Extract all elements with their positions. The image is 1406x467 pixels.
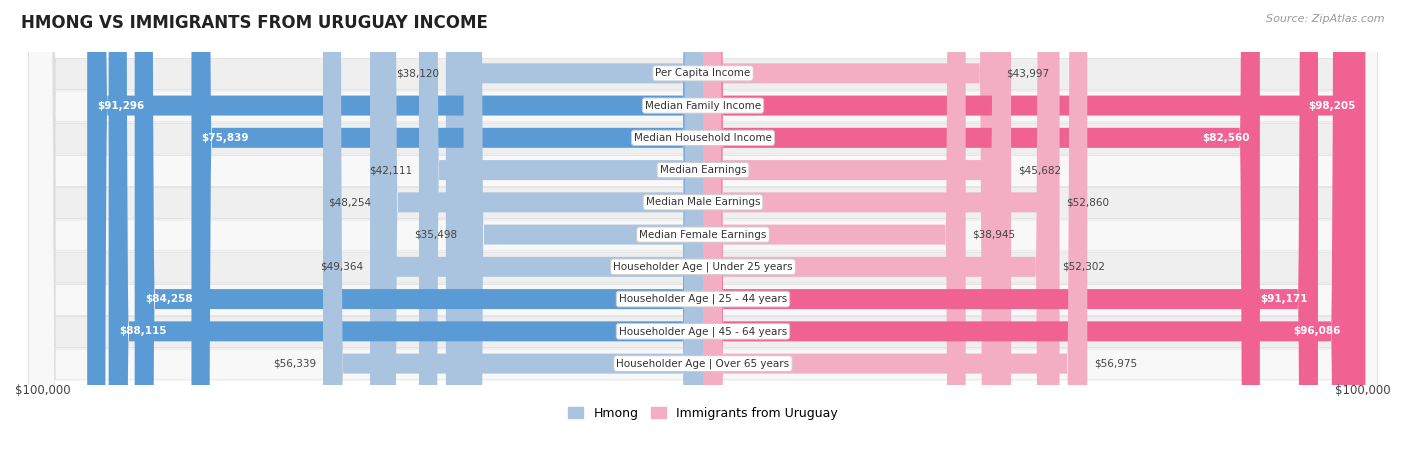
Text: $42,111: $42,111	[370, 165, 412, 175]
Text: $49,364: $49,364	[321, 262, 363, 272]
Text: Median Male Earnings: Median Male Earnings	[645, 198, 761, 207]
Text: Median Female Earnings: Median Female Earnings	[640, 230, 766, 240]
FancyBboxPatch shape	[464, 0, 703, 467]
FancyBboxPatch shape	[108, 0, 703, 467]
FancyBboxPatch shape	[703, 0, 1000, 467]
FancyBboxPatch shape	[323, 0, 703, 467]
FancyBboxPatch shape	[703, 0, 1365, 467]
FancyBboxPatch shape	[28, 0, 1378, 467]
FancyBboxPatch shape	[703, 0, 966, 467]
Text: Median Household Income: Median Household Income	[634, 133, 772, 143]
FancyBboxPatch shape	[28, 0, 1378, 467]
Text: $45,682: $45,682	[1018, 165, 1062, 175]
Text: Householder Age | 25 - 44 years: Householder Age | 25 - 44 years	[619, 294, 787, 304]
FancyBboxPatch shape	[703, 0, 1060, 467]
Text: $38,945: $38,945	[973, 230, 1015, 240]
FancyBboxPatch shape	[28, 0, 1378, 467]
FancyBboxPatch shape	[703, 0, 1317, 467]
Text: $88,115: $88,115	[118, 326, 166, 336]
Text: Source: ZipAtlas.com: Source: ZipAtlas.com	[1267, 14, 1385, 24]
FancyBboxPatch shape	[191, 0, 703, 467]
Text: $100,000: $100,000	[15, 383, 70, 396]
Text: $84,258: $84,258	[145, 294, 193, 304]
FancyBboxPatch shape	[703, 0, 1260, 467]
FancyBboxPatch shape	[703, 0, 1011, 467]
Text: $75,839: $75,839	[201, 133, 249, 143]
FancyBboxPatch shape	[28, 0, 1378, 467]
Legend: Hmong, Immigrants from Uruguay: Hmong, Immigrants from Uruguay	[564, 402, 842, 425]
Text: $56,975: $56,975	[1094, 359, 1137, 368]
Text: $56,339: $56,339	[273, 359, 316, 368]
Text: Median Earnings: Median Earnings	[659, 165, 747, 175]
Text: $52,860: $52,860	[1066, 198, 1109, 207]
FancyBboxPatch shape	[419, 0, 703, 467]
FancyBboxPatch shape	[703, 0, 1351, 467]
Text: $96,086: $96,086	[1294, 326, 1341, 336]
FancyBboxPatch shape	[135, 0, 703, 467]
FancyBboxPatch shape	[28, 0, 1378, 467]
Text: $82,560: $82,560	[1202, 133, 1250, 143]
Text: $38,120: $38,120	[396, 68, 439, 78]
Text: $52,302: $52,302	[1063, 262, 1105, 272]
Text: $35,498: $35,498	[413, 230, 457, 240]
FancyBboxPatch shape	[378, 0, 703, 467]
Text: $100,000: $100,000	[1336, 383, 1391, 396]
FancyBboxPatch shape	[28, 0, 1378, 467]
Text: HMONG VS IMMIGRANTS FROM URUGUAY INCOME: HMONG VS IMMIGRANTS FROM URUGUAY INCOME	[21, 14, 488, 32]
Text: $91,171: $91,171	[1260, 294, 1308, 304]
Text: Median Family Income: Median Family Income	[645, 100, 761, 111]
FancyBboxPatch shape	[446, 0, 703, 467]
Text: $48,254: $48,254	[328, 198, 371, 207]
Text: $98,205: $98,205	[1308, 100, 1355, 111]
Text: Per Capita Income: Per Capita Income	[655, 68, 751, 78]
Text: Householder Age | Under 25 years: Householder Age | Under 25 years	[613, 262, 793, 272]
FancyBboxPatch shape	[28, 0, 1378, 467]
Text: $43,997: $43,997	[1007, 68, 1050, 78]
FancyBboxPatch shape	[703, 0, 1056, 467]
Text: Householder Age | 45 - 64 years: Householder Age | 45 - 64 years	[619, 326, 787, 337]
Text: Householder Age | Over 65 years: Householder Age | Over 65 years	[616, 358, 790, 369]
FancyBboxPatch shape	[370, 0, 703, 467]
FancyBboxPatch shape	[28, 0, 1378, 467]
Text: $91,296: $91,296	[97, 100, 145, 111]
FancyBboxPatch shape	[28, 0, 1378, 467]
FancyBboxPatch shape	[703, 0, 1087, 467]
FancyBboxPatch shape	[87, 0, 703, 467]
FancyBboxPatch shape	[28, 0, 1378, 467]
